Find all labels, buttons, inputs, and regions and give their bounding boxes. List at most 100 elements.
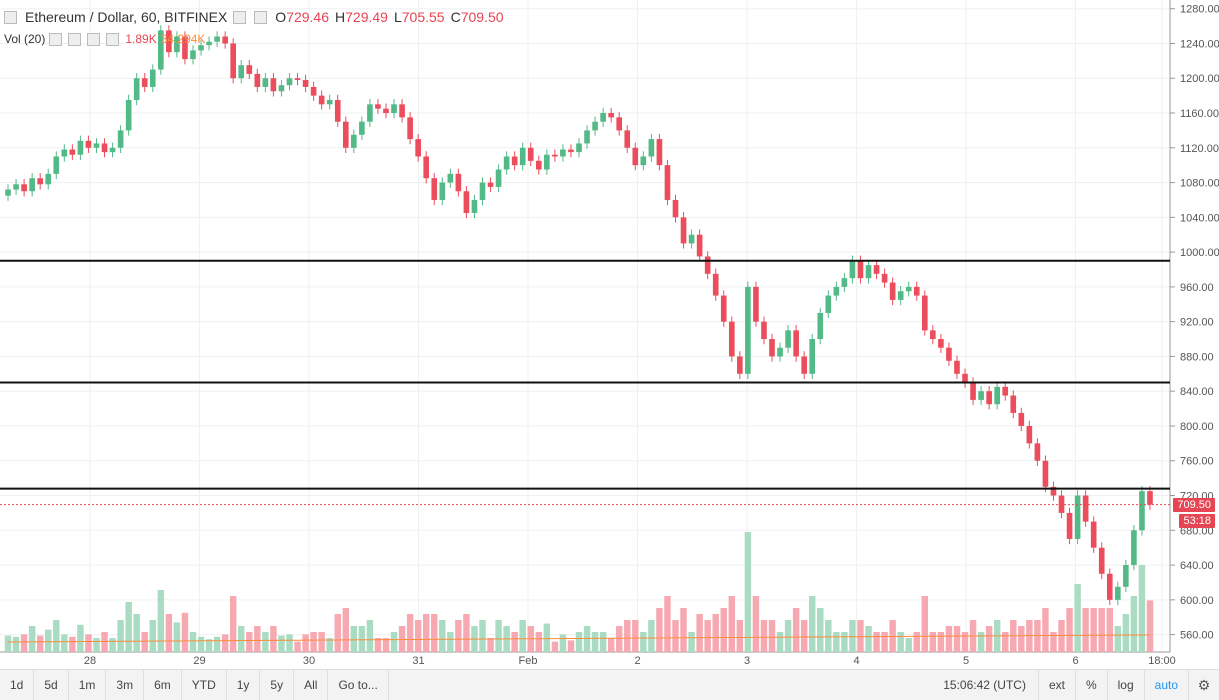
x-tick-label: 18:00 xyxy=(1148,655,1176,667)
eye-icon[interactable] xyxy=(49,32,63,46)
volume-bar xyxy=(463,614,470,652)
volume-ma-value: 34.294K xyxy=(160,32,206,46)
percent-toggle[interactable]: % xyxy=(1076,670,1108,700)
candle-body xyxy=(1098,547,1105,574)
goto-button[interactable]: Go to... xyxy=(328,670,389,700)
range-1d[interactable]: 1d xyxy=(0,670,35,700)
candle-body xyxy=(592,121,598,131)
volume-bar xyxy=(165,614,173,652)
candle-body xyxy=(326,99,333,105)
range-5y[interactable]: 5y xyxy=(260,670,295,700)
volume-bar xyxy=(672,620,679,652)
candle-body xyxy=(978,391,984,400)
candle-body xyxy=(359,121,365,135)
candle-body xyxy=(334,99,341,122)
range-ytd[interactable]: YTD xyxy=(182,670,227,700)
candle-body xyxy=(696,234,703,257)
candle-body xyxy=(905,286,912,292)
settings-icon[interactable] xyxy=(68,32,82,46)
volume-bar xyxy=(736,620,744,652)
y-tick-label: 760.00 xyxy=(1180,456,1214,468)
more-icon[interactable] xyxy=(254,10,268,24)
candle-body xyxy=(1090,521,1097,548)
volume-bar xyxy=(205,639,213,652)
candle-body xyxy=(1074,495,1081,539)
candle-body xyxy=(938,339,944,348)
volume-bar xyxy=(69,636,76,652)
ohlc-close: C709.50 xyxy=(450,9,504,25)
volume-bar xyxy=(985,626,993,652)
volume-bar xyxy=(873,632,880,652)
plus-icon[interactable] xyxy=(87,32,101,46)
candle-body xyxy=(519,147,526,166)
candle-body xyxy=(254,73,261,87)
symbol-title[interactable]: Ethereum / Dollar, 60, BITFINEX xyxy=(25,9,228,25)
volume-bar xyxy=(865,626,872,652)
candle-body xyxy=(632,147,639,166)
volume-bar xyxy=(1090,608,1097,652)
range-all[interactable]: All xyxy=(294,670,329,700)
collapse-icon[interactable] xyxy=(4,10,17,24)
candle-body xyxy=(29,178,35,192)
ext-toggle[interactable]: ext xyxy=(1039,670,1076,700)
gear-icon[interactable]: ⚙ xyxy=(1197,676,1211,693)
clock[interactable]: 15:06:42 (UTC) xyxy=(931,670,1039,700)
close-icon[interactable] xyxy=(106,32,120,46)
candle-body xyxy=(865,265,872,279)
range-3m[interactable]: 3m xyxy=(106,670,145,700)
volume-bar xyxy=(712,614,719,652)
volume-bar xyxy=(1018,626,1025,652)
log-toggle[interactable]: log xyxy=(1108,670,1145,700)
auto-toggle[interactable]: auto xyxy=(1145,670,1189,700)
candle-body xyxy=(45,173,52,185)
candle-body xyxy=(190,50,196,60)
candle-body xyxy=(230,43,237,79)
candle-body xyxy=(1114,586,1121,600)
candle-body xyxy=(391,104,397,114)
volume-bar xyxy=(1106,608,1113,652)
volume-bar xyxy=(1050,632,1057,652)
volume-bar xyxy=(519,620,526,652)
candle-body xyxy=(994,386,1000,405)
volume-bar xyxy=(61,634,68,652)
volume-bar xyxy=(953,626,961,652)
candle-body xyxy=(487,182,494,187)
range-1m[interactable]: 1m xyxy=(69,670,107,700)
volume-bar xyxy=(302,634,309,652)
y-tick-label: 560.00 xyxy=(1180,630,1214,642)
volume-bar xyxy=(36,635,44,652)
ohlc-low: L705.55 xyxy=(393,9,445,25)
volume-bar xyxy=(181,612,189,652)
volume-bar xyxy=(921,596,929,652)
y-tick-label: 600.00 xyxy=(1180,595,1214,607)
settings-icon[interactable] xyxy=(233,10,247,24)
candle-body xyxy=(1106,573,1113,600)
volume-bar xyxy=(366,620,374,652)
volume-bar xyxy=(125,602,132,652)
volume-bar xyxy=(688,632,695,652)
volume-bar xyxy=(575,632,583,652)
candle-body xyxy=(1034,443,1041,461)
candle-body xyxy=(423,156,430,179)
candle-body xyxy=(455,173,462,192)
volume-bar xyxy=(800,620,808,652)
range-1y[interactable]: 1y xyxy=(227,670,261,700)
x-tick-label: 28 xyxy=(84,655,96,667)
volume-bar xyxy=(784,620,792,652)
chart-header: Ethereum / Dollar, 60, BITFINEX O729.46 … xyxy=(0,0,504,34)
volume-bar xyxy=(913,632,920,652)
candle-body xyxy=(206,41,212,46)
volume-bar xyxy=(841,632,848,652)
volume-bar xyxy=(229,596,237,652)
candle-body xyxy=(544,154,550,170)
candle-body xyxy=(954,360,960,374)
volume-bar xyxy=(431,614,438,652)
volume-bar xyxy=(342,608,349,652)
price-chart[interactable]: 1280.00 1240.00 1200.00 1160.00 1120.00 1080.… xyxy=(0,0,1219,669)
volume-bar xyxy=(12,636,20,652)
range-5d[interactable]: 5d xyxy=(34,670,69,700)
volume-label[interactable]: Vol (20) xyxy=(4,32,46,46)
volume-header: Vol (20) 1.89K 34.294K xyxy=(4,30,205,48)
candle-body xyxy=(246,65,253,74)
range-6m[interactable]: 6m xyxy=(144,670,182,700)
